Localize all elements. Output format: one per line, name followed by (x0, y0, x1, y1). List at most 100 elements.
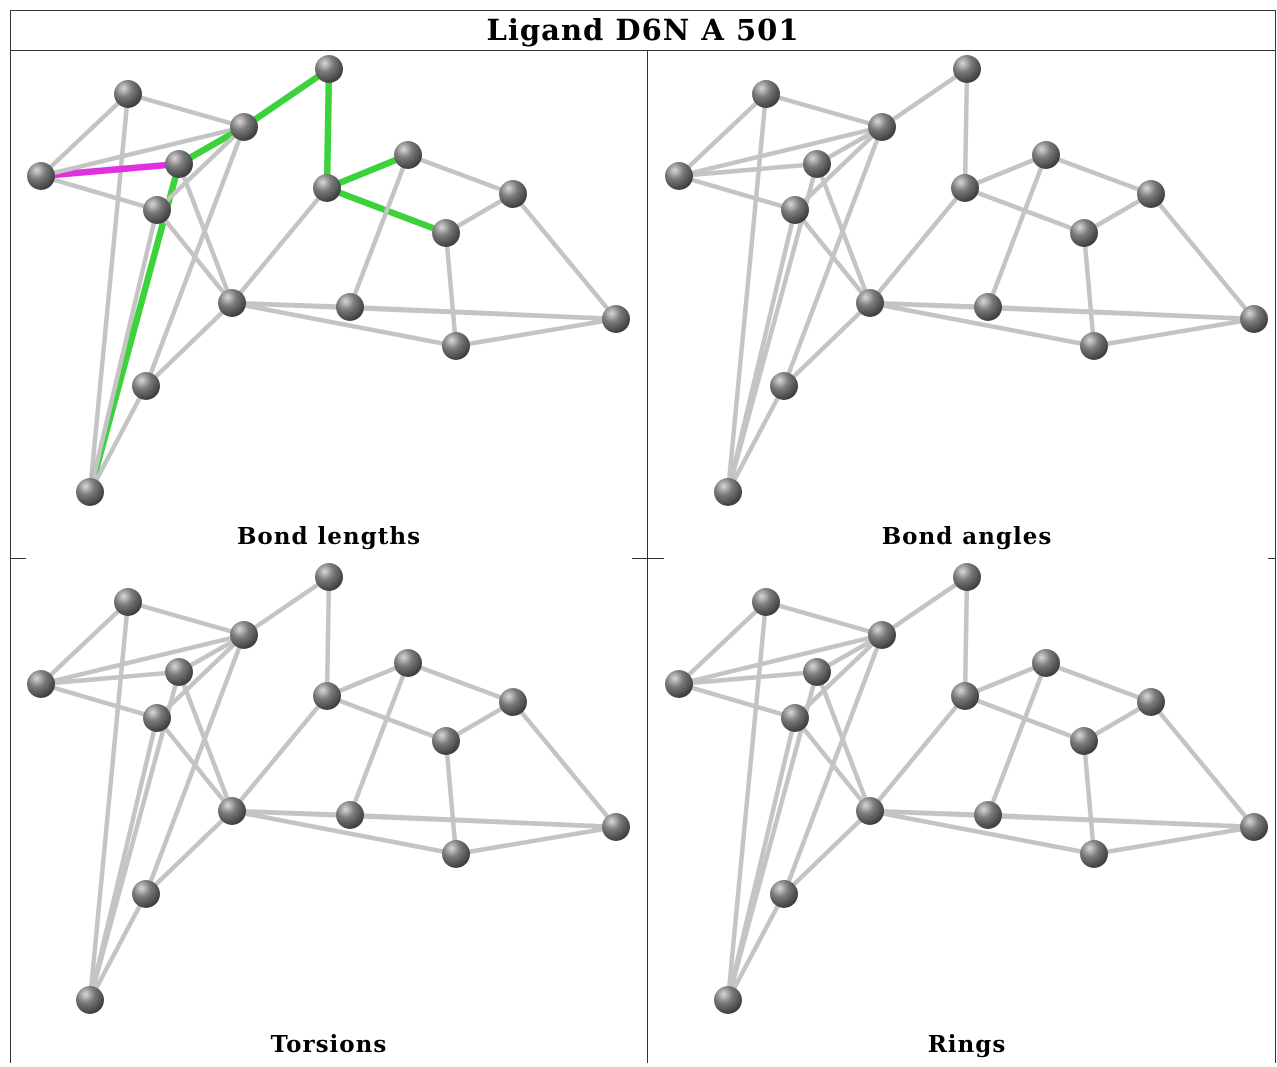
bond (985, 304, 1257, 322)
bond (87, 383, 149, 495)
atom (442, 840, 470, 868)
bond (229, 300, 459, 349)
bond (154, 124, 247, 213)
atom (165, 150, 193, 178)
bond (38, 632, 247, 687)
atom (752, 80, 780, 108)
bond (725, 91, 769, 495)
bond-highlight-green (323, 65, 333, 192)
bond (792, 207, 873, 306)
bond (792, 632, 885, 721)
row-divider-left (10, 558, 26, 559)
bond (962, 152, 1049, 191)
bond (229, 808, 459, 857)
bond (143, 808, 235, 897)
atom (974, 801, 1002, 829)
bond (38, 681, 160, 721)
atom (230, 621, 258, 649)
bond (229, 185, 330, 306)
atom (394, 649, 422, 677)
atom (953, 55, 981, 83)
table-left-border (10, 10, 11, 1063)
atom (868, 621, 896, 649)
bond (347, 812, 619, 830)
bond (38, 599, 131, 687)
bond (1043, 660, 1154, 705)
table-right-border (1275, 10, 1276, 1063)
molecule-diagram-rings (665, 563, 1268, 1014)
bond (405, 660, 516, 705)
atom (432, 727, 460, 755)
atom (132, 372, 160, 400)
atom (1070, 727, 1098, 755)
bond (676, 632, 885, 687)
bond (962, 574, 970, 699)
atom (313, 174, 341, 202)
bond (867, 808, 1097, 857)
bond (38, 91, 131, 179)
panel-torsions: Torsions (11, 559, 647, 1067)
atom (1137, 688, 1165, 716)
bond (125, 599, 247, 638)
bond (725, 891, 787, 1003)
atom (315, 55, 343, 83)
bond (38, 173, 160, 213)
atom (665, 162, 693, 190)
atom (803, 150, 831, 178)
bond (879, 66, 970, 130)
column-divider (647, 50, 648, 1063)
atom (499, 688, 527, 716)
atom (974, 293, 1002, 321)
atom (770, 372, 798, 400)
atom (315, 563, 343, 591)
bond (38, 124, 247, 179)
bond (443, 230, 459, 349)
bond (38, 669, 182, 687)
atom (336, 293, 364, 321)
caption-rings: Rings (927, 1031, 1007, 1058)
atom (499, 180, 527, 208)
bond (676, 669, 820, 687)
panel-bond-angles: Bond angles (649, 51, 1277, 559)
bond (510, 699, 619, 830)
bond (1148, 191, 1257, 322)
atom (218, 289, 246, 317)
bond (87, 207, 160, 495)
atom (953, 563, 981, 591)
bond (125, 91, 247, 130)
atom (1032, 649, 1060, 677)
bond-highlight-green (323, 151, 412, 192)
bond (725, 383, 787, 495)
bond (792, 715, 873, 814)
bond-highlight-magenta (37, 160, 183, 180)
bond-highlight-green (240, 65, 333, 131)
bond (676, 124, 885, 179)
atom (856, 289, 884, 317)
bond (781, 808, 873, 897)
caption-torsions: Torsions (270, 1031, 388, 1058)
bond (143, 300, 235, 389)
atom (951, 174, 979, 202)
atom (27, 670, 55, 698)
bond (510, 191, 619, 322)
bond (676, 161, 820, 179)
bond (453, 824, 619, 857)
bond (725, 599, 769, 1003)
bond (154, 632, 247, 721)
bond (1091, 824, 1257, 857)
bond (1148, 699, 1257, 830)
atom (442, 332, 470, 360)
bond (676, 599, 769, 687)
atom (114, 588, 142, 616)
bond (87, 715, 160, 1003)
bond (676, 173, 798, 213)
bond (229, 693, 330, 814)
bond (87, 599, 131, 1003)
bond (87, 91, 131, 495)
atom (27, 162, 55, 190)
atom (1240, 813, 1268, 841)
bond (405, 152, 516, 197)
bond (867, 693, 968, 814)
bond (347, 304, 619, 322)
bond (1081, 230, 1097, 349)
